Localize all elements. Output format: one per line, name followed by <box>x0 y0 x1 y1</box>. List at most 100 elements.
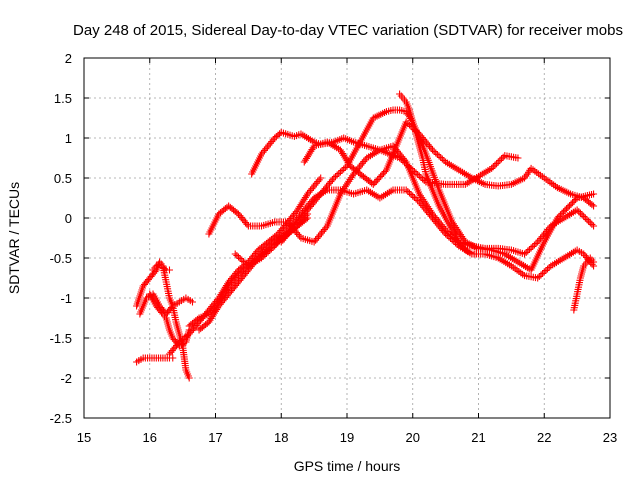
data-point <box>354 165 362 173</box>
data-point <box>266 139 274 147</box>
data-point <box>260 146 268 154</box>
data-point <box>578 211 586 219</box>
data-point <box>590 222 598 230</box>
series-track-2 <box>300 118 598 210</box>
data-point <box>307 147 315 155</box>
data-point <box>322 224 330 232</box>
data-marks <box>133 90 598 382</box>
data-point <box>399 154 407 162</box>
data-point <box>381 168 389 176</box>
data-point <box>205 318 213 326</box>
data-point <box>405 189 413 197</box>
data-point <box>342 155 350 163</box>
data-point <box>434 217 442 225</box>
data-point <box>295 204 303 212</box>
data-point <box>433 151 441 158</box>
data-point <box>336 146 344 154</box>
data-point <box>233 272 241 280</box>
data-point <box>488 164 496 172</box>
data-point <box>402 118 410 126</box>
data-point <box>575 208 583 216</box>
data-point <box>527 244 535 252</box>
data-point <box>299 197 307 205</box>
data-point <box>588 220 596 228</box>
data-point <box>529 243 537 250</box>
data-point <box>327 178 335 186</box>
data-point <box>301 194 309 202</box>
data-point <box>514 154 522 162</box>
data-point <box>392 146 400 154</box>
data-point <box>427 144 435 152</box>
data-point <box>340 165 348 173</box>
chart-title: Day 248 of 2015, Sidereal Day-to-day VTE… <box>73 22 623 39</box>
data-point <box>570 197 578 205</box>
data-point <box>410 194 418 201</box>
y-tick-label: 0 <box>65 211 72 226</box>
data-point <box>272 235 280 243</box>
data-point <box>530 241 538 249</box>
data-point <box>324 181 332 189</box>
data-point <box>419 175 427 183</box>
data-point <box>540 268 548 276</box>
y-tick-label: -0.5 <box>50 251 72 266</box>
data-point <box>312 236 320 244</box>
data-point <box>311 181 319 189</box>
data-point <box>489 163 497 171</box>
data-point <box>307 198 315 206</box>
data-point <box>235 253 243 261</box>
data-point <box>297 201 305 209</box>
data-point <box>293 215 301 223</box>
series-track-13 <box>149 260 173 274</box>
data-point <box>259 148 267 156</box>
data-point <box>532 240 540 247</box>
data-point <box>398 153 406 161</box>
data-point <box>401 156 409 164</box>
data-point <box>586 219 594 227</box>
data-point <box>538 233 546 241</box>
data-point <box>439 222 447 230</box>
data-point <box>314 178 322 186</box>
data-point <box>276 130 284 138</box>
x-tick-label: 22 <box>537 430 551 445</box>
data-point <box>167 304 175 312</box>
data-point <box>559 208 567 216</box>
data-point <box>372 177 380 185</box>
data-point <box>377 172 385 180</box>
data-point <box>576 209 584 217</box>
data-point <box>294 206 302 214</box>
data-point <box>545 224 553 232</box>
data-point <box>297 210 305 218</box>
data-point <box>525 246 533 253</box>
data-point <box>165 266 173 274</box>
data-point <box>331 173 339 180</box>
data-point <box>309 183 317 191</box>
data-point <box>590 202 598 210</box>
data-point <box>407 191 415 198</box>
data-point <box>265 141 273 149</box>
data-point <box>351 168 359 176</box>
data-point <box>304 190 312 198</box>
data-point <box>437 154 445 161</box>
data-point <box>573 206 581 214</box>
data-point <box>296 202 304 210</box>
data-point <box>493 160 501 168</box>
data-point <box>440 224 448 232</box>
data-point <box>269 136 277 144</box>
data-point <box>590 258 598 266</box>
data-point <box>158 308 166 316</box>
data-point <box>291 217 299 225</box>
data-point <box>534 274 542 282</box>
data-point <box>535 236 543 244</box>
data-point <box>423 139 431 147</box>
data-point <box>212 307 219 315</box>
data-point <box>534 238 542 246</box>
data-point <box>541 229 549 237</box>
data-point <box>544 226 552 234</box>
data-point <box>395 149 403 157</box>
data-point <box>309 196 317 204</box>
y-tick-label: -2.5 <box>50 411 72 426</box>
data-point <box>361 156 369 164</box>
data-point <box>433 215 441 223</box>
data-point <box>360 158 368 166</box>
data-point <box>389 142 397 150</box>
